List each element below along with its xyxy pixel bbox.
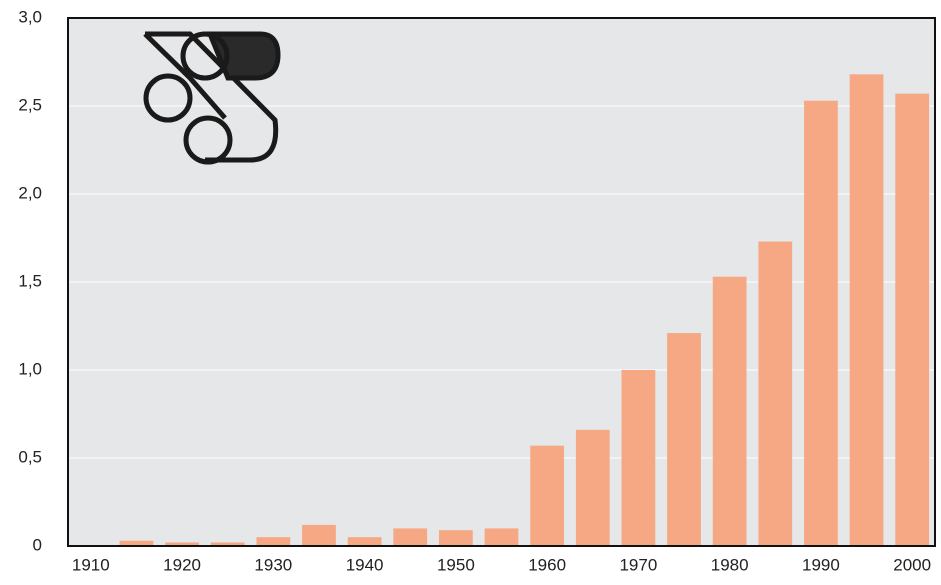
bar bbox=[438, 530, 473, 546]
x-tick-label: 2000 bbox=[893, 555, 931, 574]
x-tick-label: 1940 bbox=[346, 555, 384, 574]
bar bbox=[849, 74, 884, 546]
bar bbox=[165, 542, 199, 546]
x-tick-label: 1930 bbox=[254, 555, 292, 574]
bar bbox=[119, 540, 154, 546]
bar bbox=[575, 429, 610, 546]
y-tick-label: 0,5 bbox=[18, 447, 42, 466]
y-tick-label: 2,0 bbox=[18, 183, 42, 202]
y-tick-label: 1,0 bbox=[18, 359, 42, 378]
bar bbox=[393, 528, 428, 546]
x-tick-label: 1960 bbox=[528, 555, 566, 574]
plot-frame bbox=[67, 17, 936, 547]
bar bbox=[621, 370, 656, 546]
bar bbox=[256, 537, 291, 546]
bars bbox=[119, 74, 930, 547]
bar bbox=[667, 333, 701, 546]
bar bbox=[712, 276, 747, 546]
bar bbox=[758, 241, 793, 546]
bar bbox=[804, 100, 838, 546]
x-tick-label: 1980 bbox=[711, 555, 749, 574]
bar bbox=[302, 524, 336, 546]
y-tick-label: 3,0 bbox=[18, 7, 42, 26]
bar bbox=[895, 93, 930, 547]
y-tick-label: 0 bbox=[33, 535, 42, 554]
y-tick-label: 1,5 bbox=[18, 271, 42, 290]
bar bbox=[347, 537, 382, 546]
x-tick-label: 1950 bbox=[437, 555, 475, 574]
bar bbox=[210, 542, 245, 546]
x-tick-label: 1910 bbox=[72, 555, 110, 574]
logo bbox=[143, 31, 281, 165]
y-tick-label: 2,5 bbox=[18, 95, 42, 114]
x-tick-label: 1920 bbox=[163, 555, 201, 574]
bar bbox=[530, 445, 565, 546]
bar bbox=[484, 528, 519, 546]
tick-labels: 0 0,5 1,0 1,5 2,0 2,5 3,0 1910 1920 1930 1940 1950 1… bbox=[18, 7, 931, 574]
x-tick-label: 1970 bbox=[619, 555, 657, 574]
x-tick-label: 1990 bbox=[802, 555, 840, 574]
